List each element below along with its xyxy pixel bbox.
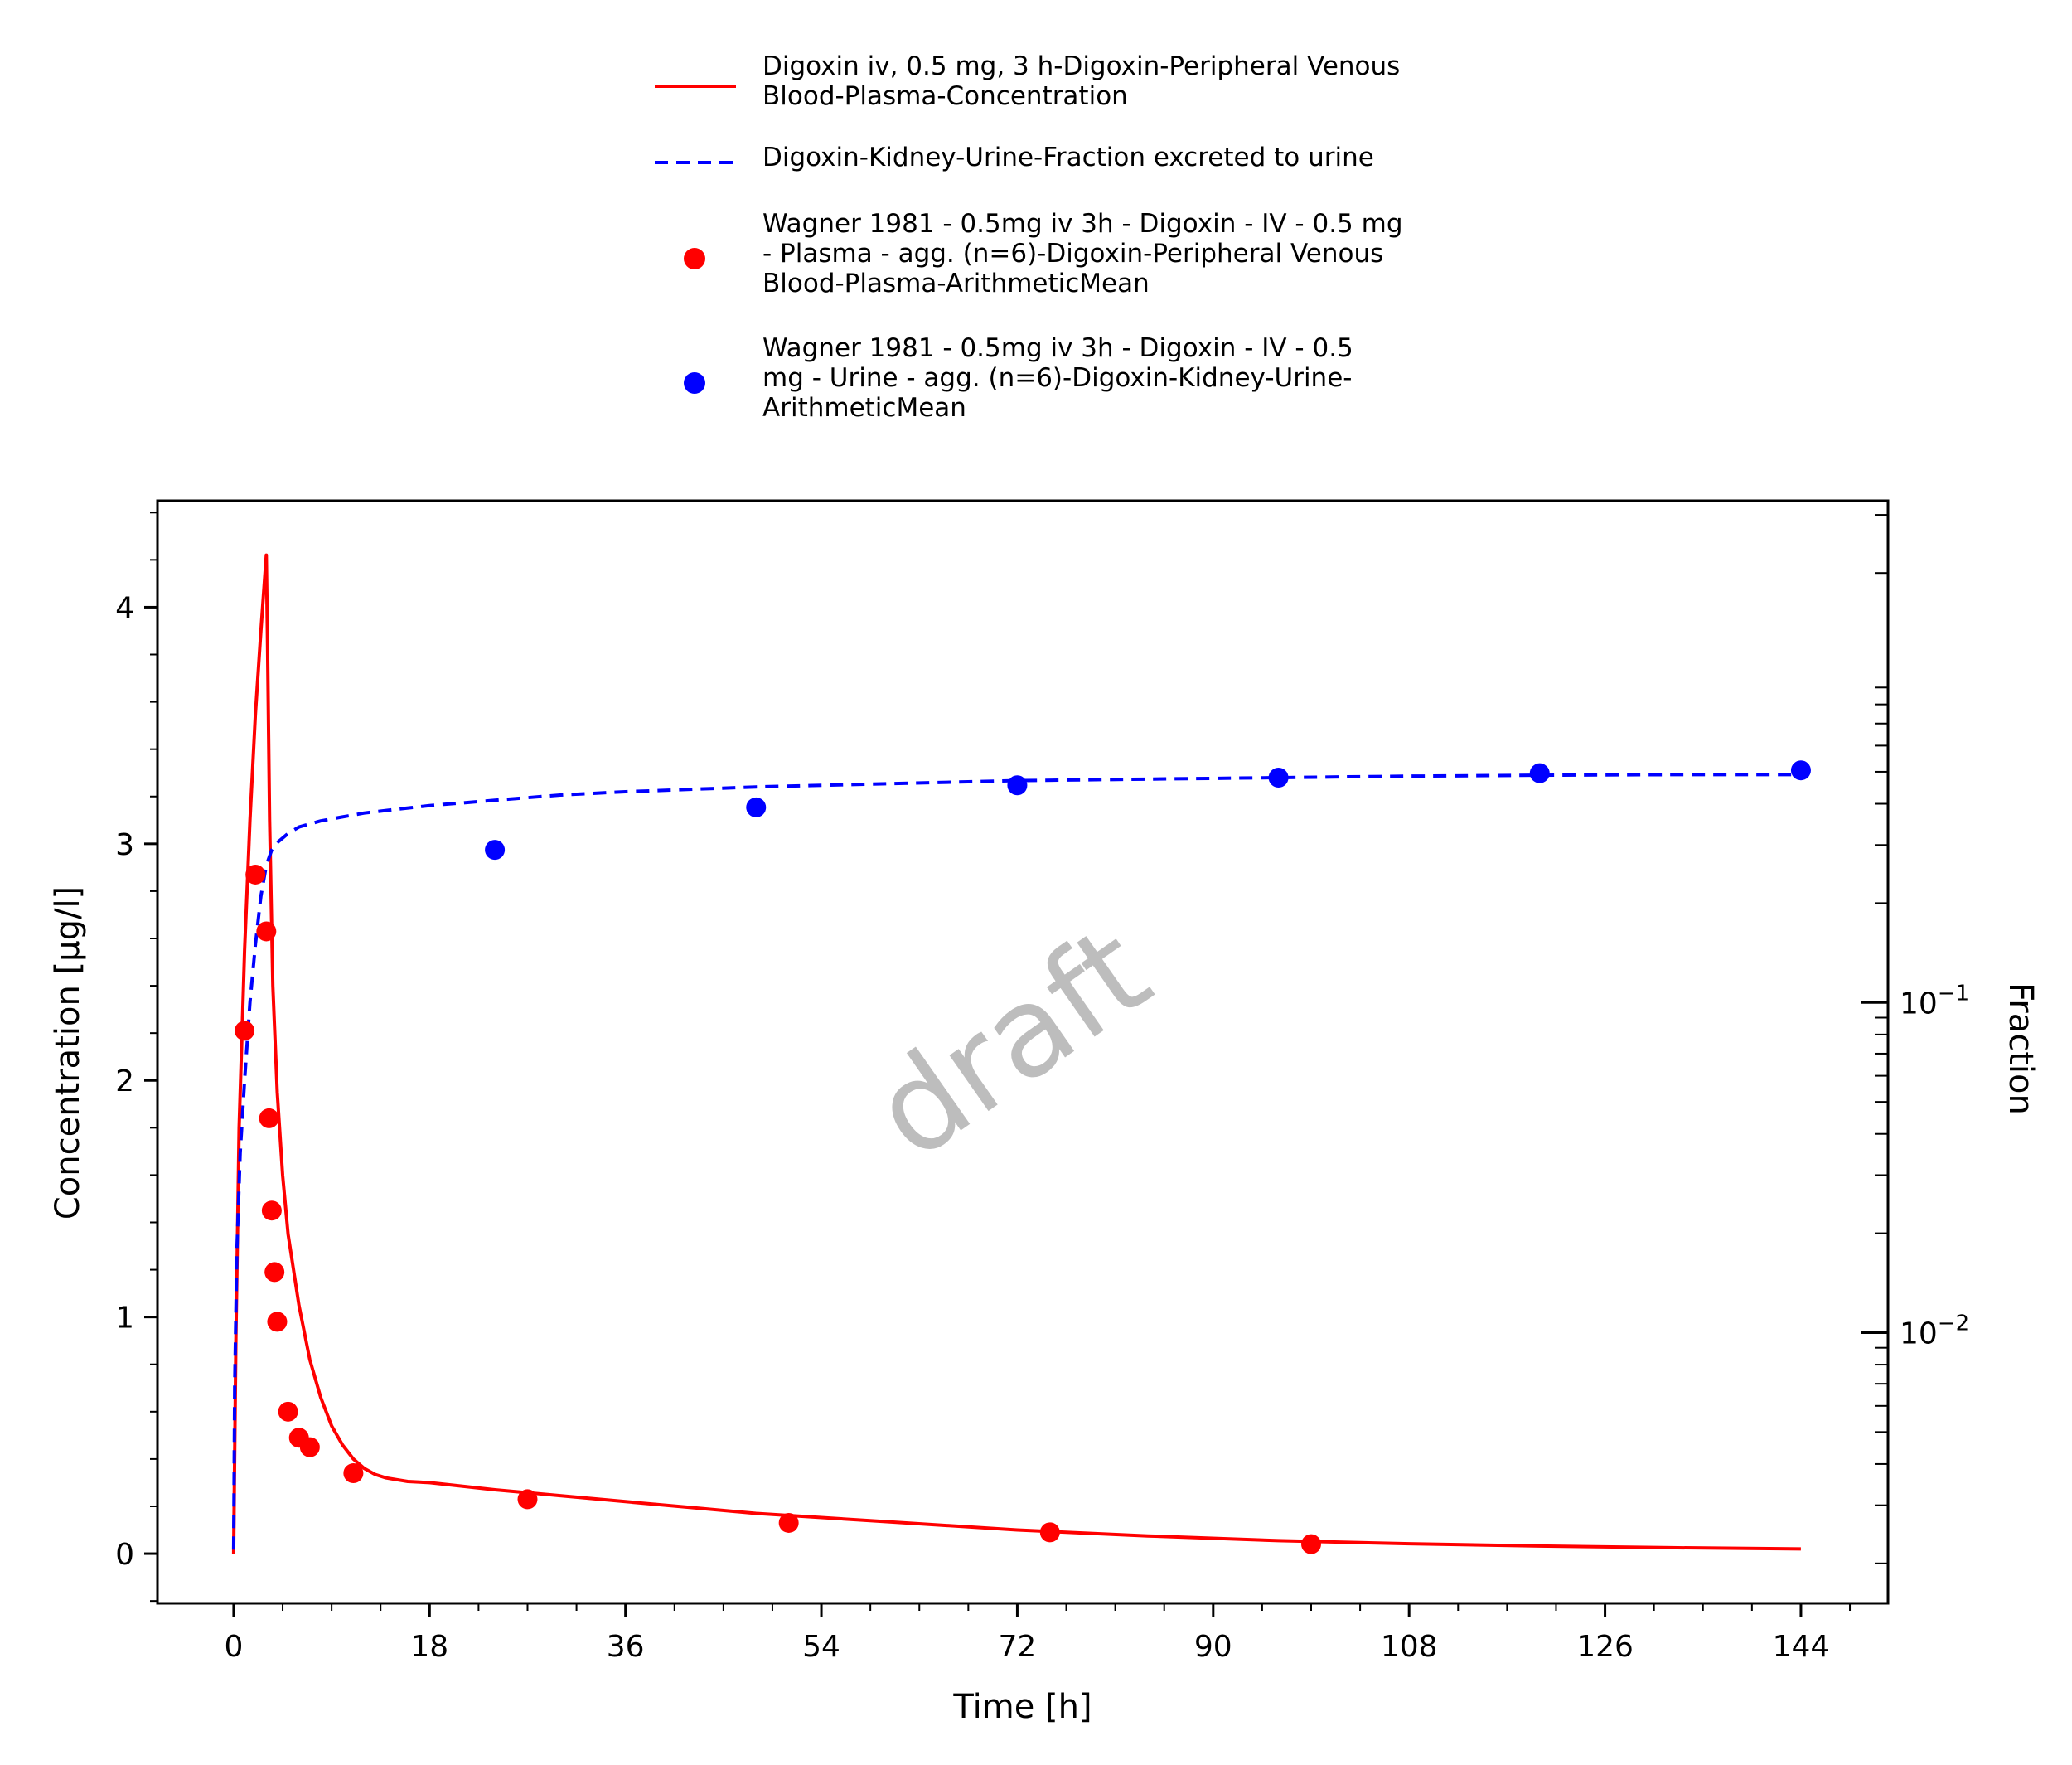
x-tick-label: 108 <box>1381 1630 1438 1664</box>
y2-tick-label: 10−2 <box>1900 1311 1969 1350</box>
series-3-point <box>245 864 266 885</box>
x-tick-label: 90 <box>1194 1630 1232 1664</box>
legend: Digoxin iv, 0.5 mg, 3 h-Digoxin-Peripher… <box>655 51 1403 423</box>
series-3-point <box>778 1512 799 1533</box>
series-3-point <box>343 1463 364 1484</box>
series-4-point <box>1790 760 1811 781</box>
y-tick-label: 0 <box>115 1538 134 1572</box>
series-4-point <box>1007 775 1028 796</box>
plot-area: 0 18 36 54 72 90 108 126 144 0 1 2 3 4 10−1 10−2 <box>115 499 1969 1664</box>
legend-label-1: Blood-Plasma-Concentration <box>762 81 1128 111</box>
series-3-point <box>264 1262 285 1283</box>
legend-swatch-4 <box>684 372 705 394</box>
legend-label-1: Digoxin iv, 0.5 mg, 3 h-Digoxin-Peripher… <box>762 51 1400 81</box>
y-tick-label: 3 <box>115 828 134 862</box>
watermark: draft <box>849 899 1174 1187</box>
series-3-point <box>299 1437 320 1457</box>
series-3-point <box>256 921 277 942</box>
series-4-point <box>1268 767 1289 788</box>
x-tick-label: 54 <box>802 1630 840 1664</box>
series-3-point <box>517 1489 538 1510</box>
series-4-point <box>1529 763 1550 783</box>
series-3-point <box>278 1401 298 1422</box>
x-tick-label: 0 <box>224 1630 243 1664</box>
x-tick-label: 36 <box>607 1630 645 1664</box>
y-tick-label: 1 <box>115 1302 134 1336</box>
plot-frame <box>156 499 1890 1605</box>
series-3-point <box>267 1312 288 1332</box>
legend-label-3: Wagner 1981 - 0.5mg iv 3h - Digoxin - IV… <box>762 209 1403 239</box>
series-3-point <box>1039 1522 1060 1543</box>
y2-tick-label: 10−1 <box>1900 981 1969 1021</box>
watermark-layer: draft <box>849 899 1174 1187</box>
y2-axis: 10−1 10−2 <box>1861 514 1969 1564</box>
legend-swatch-3 <box>684 248 705 269</box>
y-tick-label: 4 <box>115 591 134 625</box>
x-tick-label: 72 <box>999 1630 1037 1664</box>
x-tick-label: 18 <box>410 1630 448 1664</box>
series-4-point <box>485 840 506 861</box>
x-tick-label: 126 <box>1576 1630 1634 1664</box>
legend-label-4: Wagner 1981 - 0.5mg iv 3h - Digoxin - IV… <box>762 333 1353 363</box>
series-2-line <box>231 773 1801 1550</box>
series-4-point <box>746 797 767 817</box>
series-layer <box>231 553 1811 1554</box>
y2-axis-title: Fraction <box>2002 982 2040 1115</box>
legend-label-2: Digoxin-Kidney-Urine-Fraction excreted t… <box>762 143 1374 172</box>
y-tick-label: 2 <box>115 1064 134 1098</box>
legend-label-3: - Plasma - agg. (n=6)-Digoxin-Peripheral… <box>762 239 1383 269</box>
x-axis-title: Time [h] <box>952 1688 1092 1726</box>
legend-label-4: mg - Urine - agg. (n=6)-Digoxin-Kidney-U… <box>762 363 1352 393</box>
legend-label-3: Blood-Plasma-ArithmeticMean <box>762 269 1150 298</box>
series-3-point <box>261 1200 282 1221</box>
x-axis: 0 18 36 54 72 90 108 126 144 <box>224 1603 1852 1664</box>
series-3-point <box>259 1108 279 1128</box>
x-tick-label: 144 <box>1773 1630 1830 1664</box>
y-axis-title: Concentration [µg/l] <box>49 886 87 1219</box>
series-3-point <box>235 1021 255 1041</box>
legend-label-4: ArithmeticMean <box>762 393 966 423</box>
series-1-line <box>231 553 1801 1554</box>
series-3-point <box>1301 1534 1321 1554</box>
y-axis: 0 1 2 3 4 <box>115 512 157 1603</box>
